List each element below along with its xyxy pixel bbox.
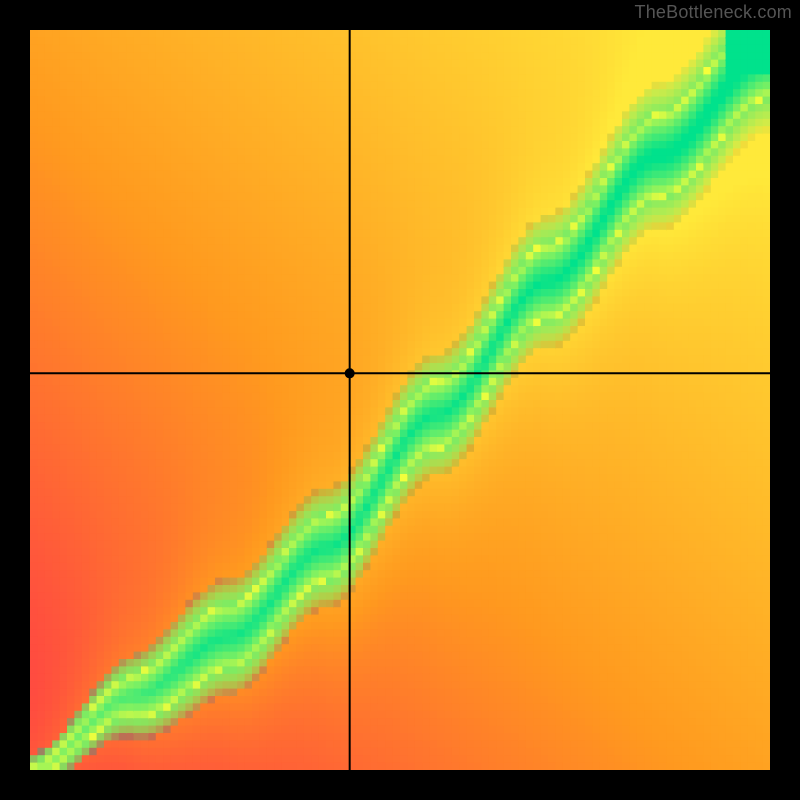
- chart-container: TheBottleneck.com: [0, 0, 800, 800]
- watermark-text: TheBottleneck.com: [635, 2, 792, 23]
- bottleneck-heatmap: [0, 0, 800, 800]
